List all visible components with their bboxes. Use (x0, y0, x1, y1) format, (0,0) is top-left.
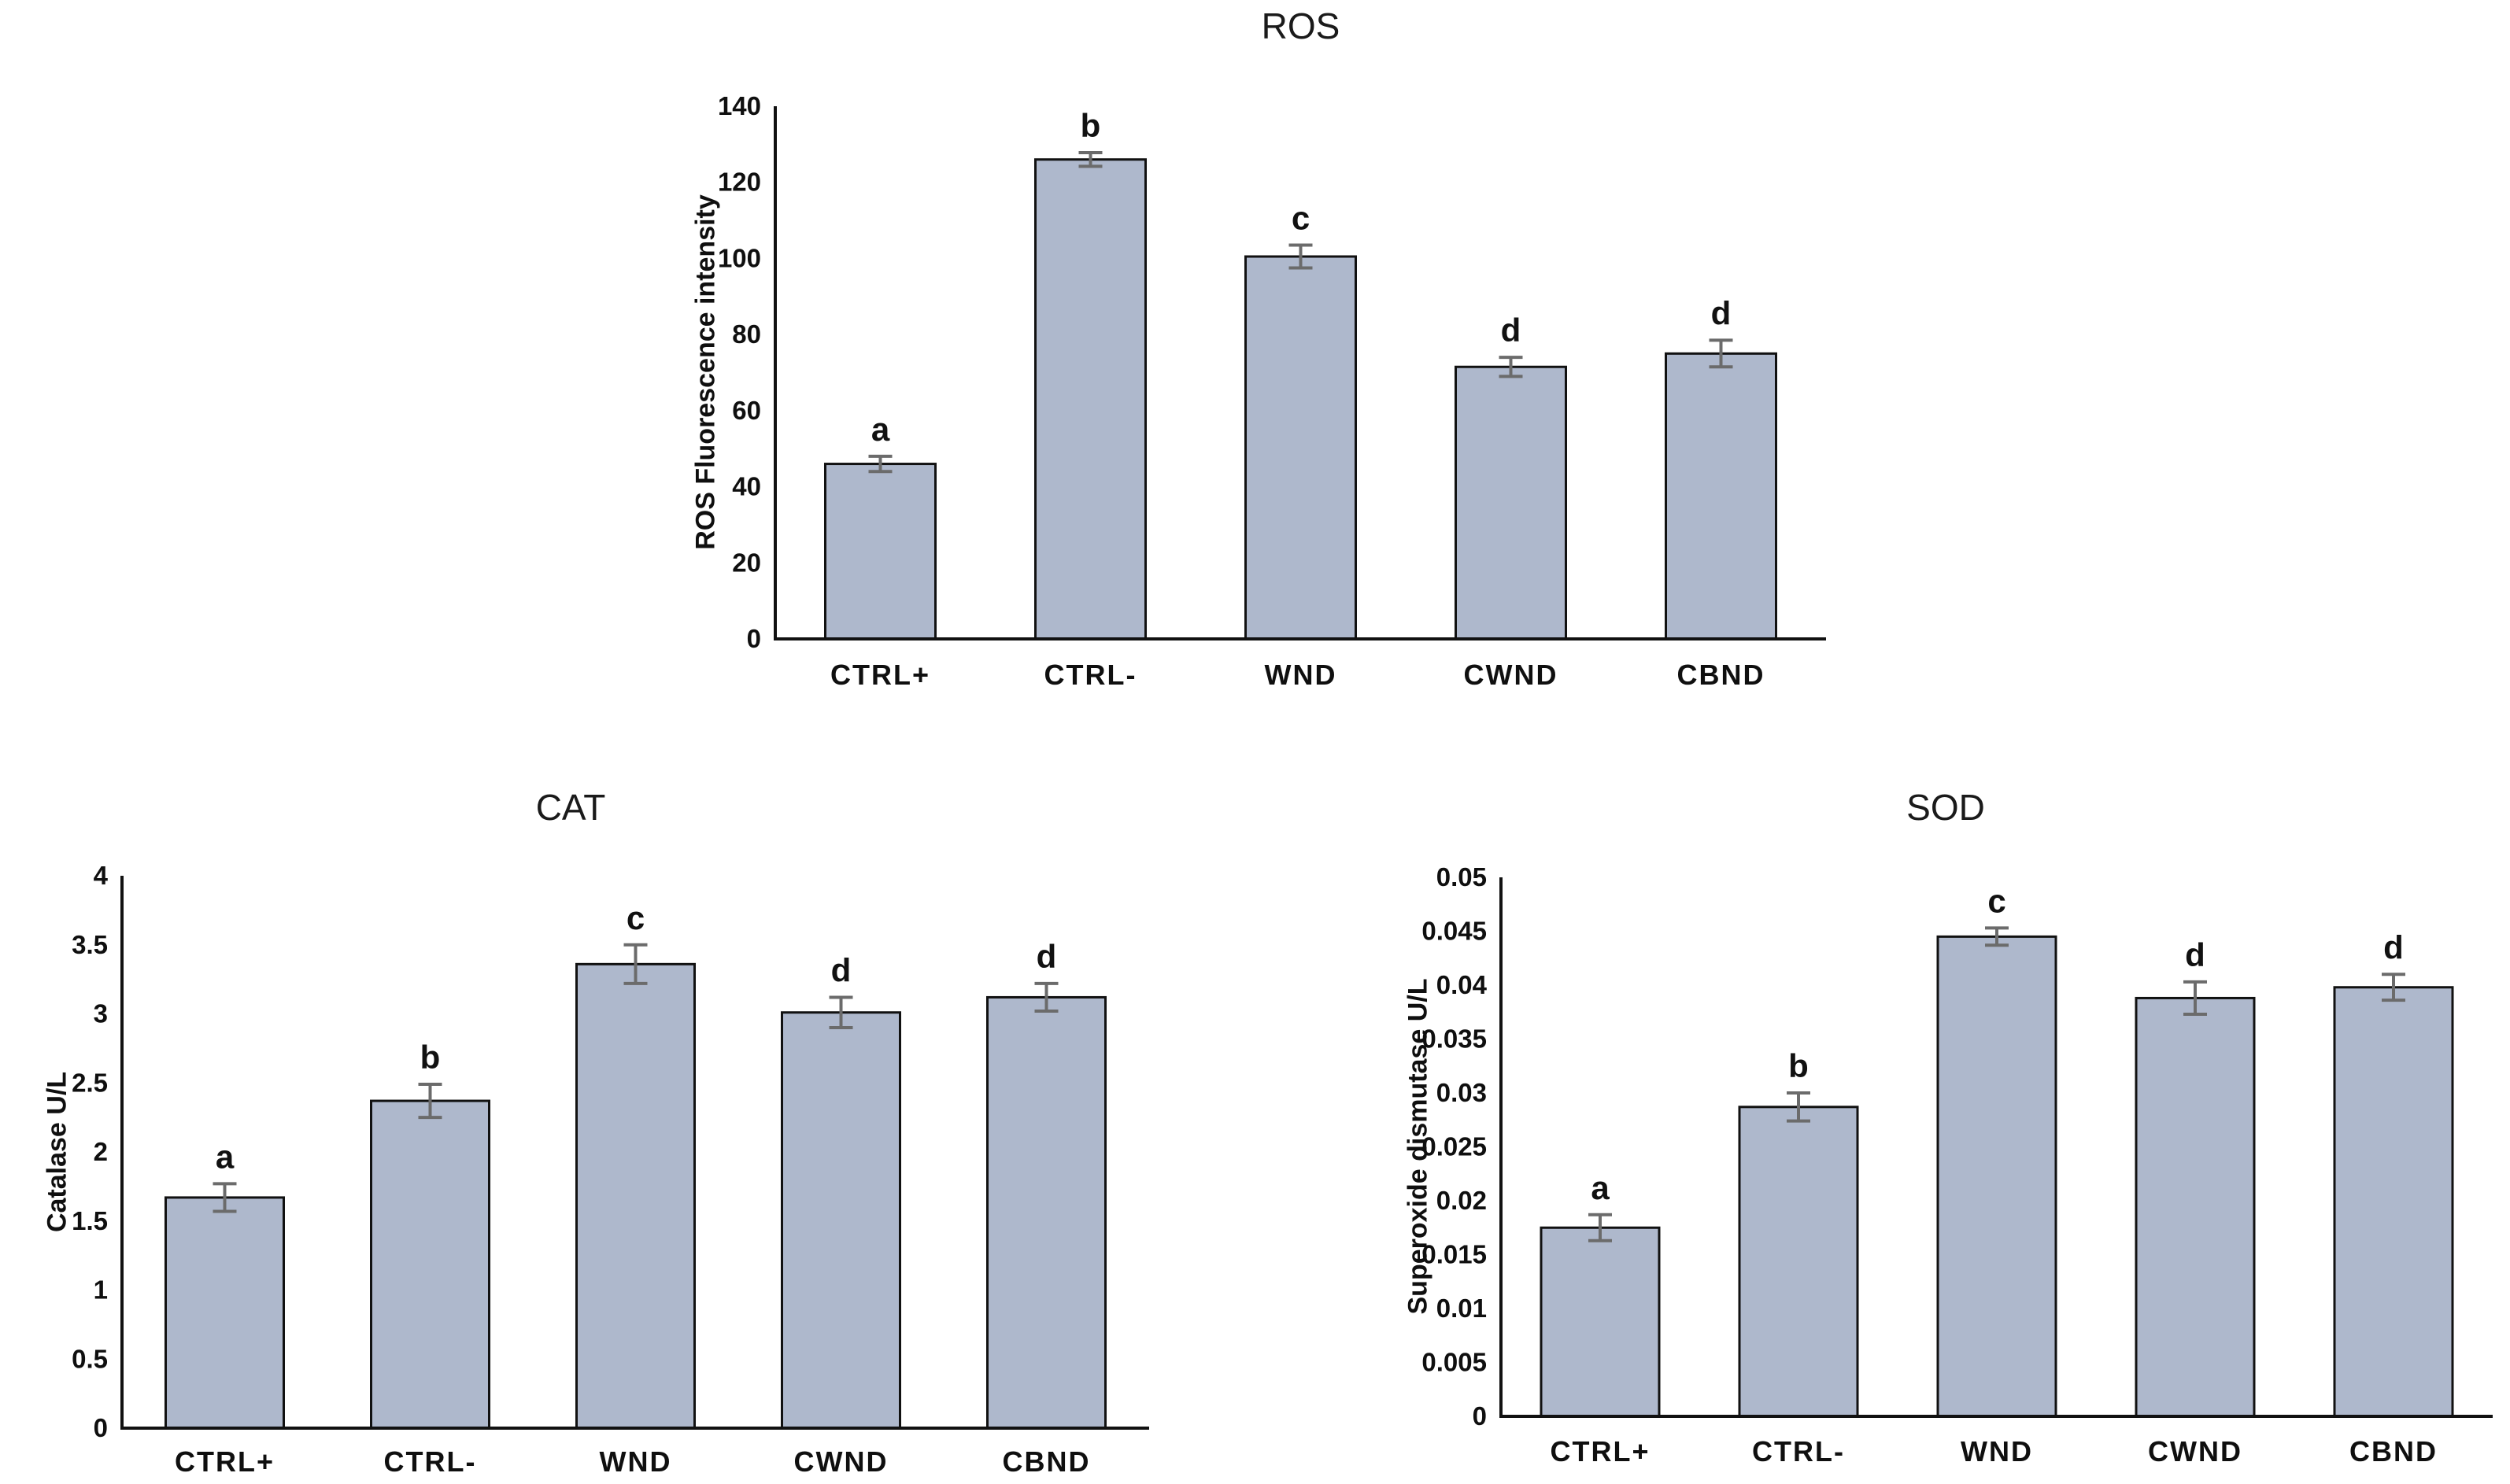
bar-CWND (1455, 365, 1567, 640)
y-tick-label-1.5: 1.5 (72, 1206, 108, 1235)
cat-chart: CAT Catalase U/L a CTRL+ b CTRL-c WND d CWND d C… (20, 775, 1192, 1483)
category-label-CTRL-: CTRL- (1752, 1435, 1845, 1467)
category-label-CTRL-: CTRL- (1044, 659, 1137, 691)
y-tick-label-3.5: 3.5 (72, 930, 108, 959)
significance-letter-CBND: d (2383, 928, 2404, 965)
category-label-WND: WND (1961, 1435, 2033, 1467)
bar-CWND (2135, 996, 2256, 1418)
significance-letter-CTRL+: a (871, 411, 890, 448)
bar-CTRL+ (1540, 1226, 1661, 1418)
y-tick-label-3: 3 (94, 999, 108, 1028)
bar-WND (1936, 935, 2057, 1418)
bar-CWND (781, 1011, 901, 1430)
significance-letter-CWND: d (1501, 312, 1521, 349)
y-tick-label-4: 4 (94, 861, 109, 890)
sod-plot-area: a CTRL+ b CTRL-c WND d CWND d CBND 0 0.005 0.01 0.01… (1421, 862, 2493, 1467)
bar-WND (575, 962, 696, 1430)
significance-letter-CWND: d (2185, 936, 2205, 973)
bar-CTRL+ (164, 1196, 285, 1430)
significance-letter-CTRL+: a (1591, 1169, 1610, 1206)
category-label-CWND: CWND (794, 1445, 889, 1478)
y-tick-label-0.015: 0.015 (1421, 1240, 1487, 1269)
y-tick-label-0: 0 (1473, 1401, 1487, 1430)
bar-CBND (986, 995, 1107, 1430)
ros-chart-title: ROS (1261, 6, 1340, 46)
category-label-WND: WND (600, 1445, 672, 1478)
category-label-CTRL-: CTRL- (384, 1445, 477, 1478)
significance-letter-WND: c (1987, 882, 2005, 919)
category-label-CTRL+: CTRL+ (1551, 1435, 1651, 1467)
sod-chart-title: SOD (1906, 787, 1985, 828)
sod-chart: SOD Superoxide dismutase U/L a CTRL+ b CTRL… (1387, 775, 2510, 1483)
y-tick-label-80: 80 (732, 319, 761, 349)
significance-letter-CBND: d (1037, 938, 1057, 975)
significance-letter-CBND: d (1711, 294, 1732, 331)
category-label-CTRL+: CTRL+ (830, 659, 930, 691)
y-tick-label-0.025: 0.025 (1421, 1132, 1487, 1161)
y-tick-label-0.05: 0.05 (1436, 862, 1487, 892)
y-tick-label-0.5: 0.5 (72, 1344, 108, 1373)
significance-letter-CTRL+: a (216, 1138, 235, 1175)
y-tick-label-1: 1 (94, 1275, 108, 1305)
y-tick-label-100: 100 (718, 243, 761, 272)
category-label-CBND: CBND (1003, 1445, 1091, 1478)
significance-letter-CWND: d (831, 951, 852, 988)
y-tick-label-0: 0 (747, 624, 761, 653)
ros-chart: ROS ROS Fluorescence intensity a CTRL+ b CT… (673, 0, 1861, 755)
y-tick-label-120: 120 (718, 168, 761, 197)
y-tick-label-0.04: 0.04 (1436, 970, 1488, 999)
y-tick-label-2.5: 2.5 (72, 1068, 108, 1097)
significance-letter-CTRL-: b (1788, 1047, 1809, 1084)
cat-chart-title: CAT (535, 787, 606, 828)
category-label-WND: WND (1265, 659, 1337, 691)
significance-letter-WND: c (1292, 200, 1310, 237)
bar-WND (1244, 255, 1357, 640)
category-label-CWND: CWND (1464, 659, 1558, 691)
category-label-CTRL+: CTRL+ (175, 1445, 275, 1478)
y-tick-label-40: 40 (732, 472, 761, 501)
y-tick-label-60: 60 (732, 396, 761, 425)
y-tick-label-0.02: 0.02 (1436, 1186, 1487, 1215)
y-tick-label-0.01: 0.01 (1436, 1294, 1487, 1323)
category-label-CWND: CWND (2148, 1435, 2242, 1467)
y-tick-label-0.045: 0.045 (1421, 917, 1487, 946)
y-tick-label-140: 140 (718, 91, 761, 120)
bar-CTRL- (1738, 1106, 1859, 1418)
bar-CTRL- (370, 1099, 490, 1430)
y-tick-label-0.005: 0.005 (1421, 1348, 1487, 1377)
bar-CTRL- (1034, 158, 1147, 640)
significance-letter-CTRL-: b (420, 1039, 441, 1076)
y-tick-label-0.03: 0.03 (1436, 1078, 1487, 1107)
y-tick-label-20: 20 (732, 548, 761, 577)
bar-CTRL+ (824, 463, 937, 640)
ros-plot-area: a CTRL+ b CTRL-c WND d CWND d CBND 0 20 40 60 80 100 12… (718, 91, 1826, 691)
significance-letter-WND: c (627, 899, 645, 936)
y-tick-label-0: 0 (94, 1413, 108, 1442)
y-tick-label-2: 2 (94, 1137, 108, 1166)
bar-CBND (2333, 986, 2454, 1418)
significance-letter-CTRL-: b (1081, 107, 1101, 144)
y-tick-label-0.035: 0.035 (1421, 1024, 1487, 1054)
cat-plot-area: a CTRL+ b CTRL-c WND d CWND d CBND 0 0.5 1 1.5 2 2.5 3 3… (72, 861, 1149, 1478)
category-label-CBND: CBND (1677, 659, 1765, 691)
bar-CBND (1665, 352, 1777, 640)
category-label-CBND: CBND (2349, 1435, 2438, 1467)
